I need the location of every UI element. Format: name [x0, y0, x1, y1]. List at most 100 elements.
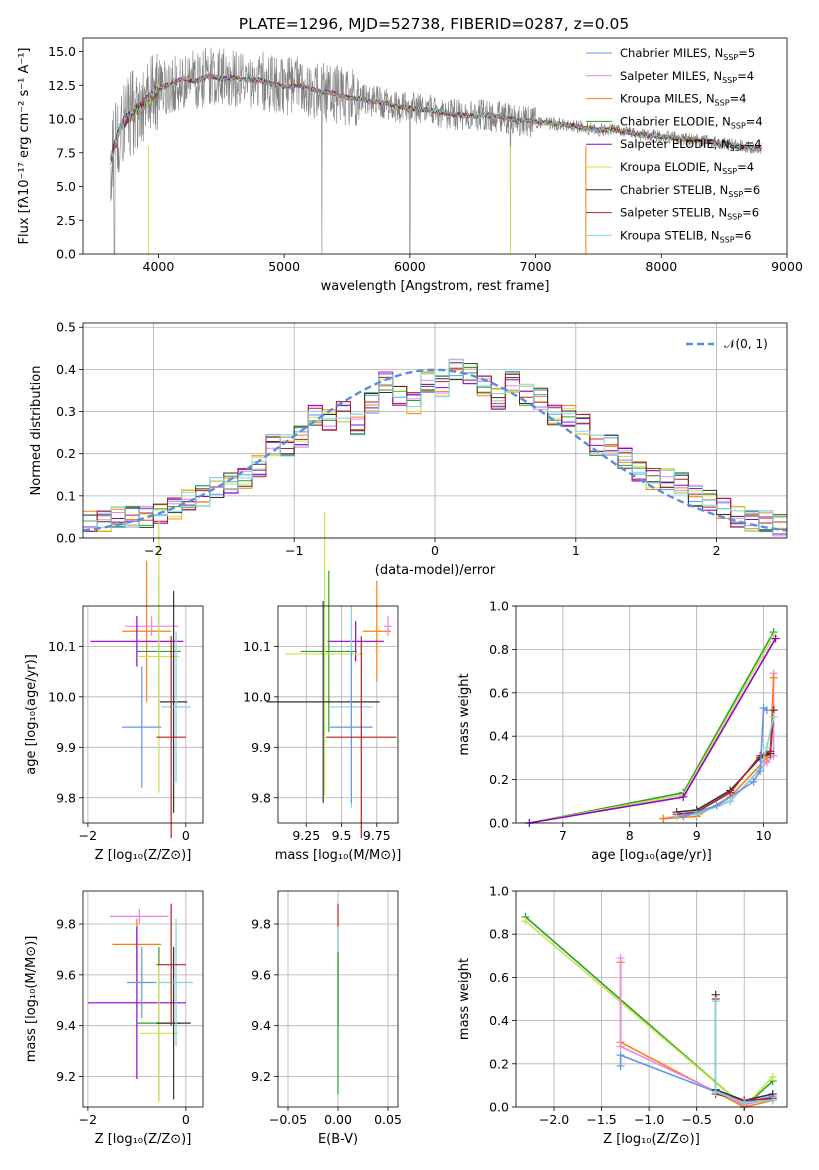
massweight_vs_Z-y-axis-label: mass weight [457, 958, 472, 1040]
spectrum-xtick-label: 4000 [143, 259, 175, 274]
legend-entry-subscript: SSP [720, 235, 735, 244]
legend-entry-count: =4 [737, 69, 754, 83]
residuals-ytick-label: 0.1 [56, 488, 76, 503]
legend-entry-subscript: SSP [723, 53, 738, 62]
spectrum-ytick-label: 7.5 [56, 145, 76, 160]
massweight_vs_age-plot-frame [515, 605, 788, 824]
legend-entry: Chabrier STELIB, NSSP=6 [620, 183, 760, 199]
residuals-xtick-label: 0 [431, 543, 439, 558]
legend-entry-name: Kroupa ELODIE, N [620, 160, 722, 174]
massweight_vs_Z-xtick-label: −2.0 [539, 1112, 569, 1127]
massweight_vs_Z-xtick-label: −1.5 [586, 1112, 616, 1127]
legend-entry-subscript: SSP [728, 190, 743, 199]
age_vs_mass-ytick-label: 9.9 [251, 740, 271, 755]
age_vs_Z-ytick-label: 10.0 [48, 689, 76, 704]
mass-weight-line [529, 638, 777, 824]
mass-weight-marker [756, 766, 765, 775]
massweight_vs_age-xtick-label: 7 [559, 828, 567, 843]
mass-weight-marker [616, 1051, 625, 1060]
spectrum-xtick-label: 7000 [520, 259, 552, 274]
age_vs_mass-x-axis-label: mass [log₁₀(M/M⊙)] [275, 848, 402, 863]
age_vs_mass-xtick-label: 9.5 [332, 828, 352, 843]
mass_vs_ebv-plot-frame [277, 890, 399, 1108]
spectrum-ytick-label: 2.5 [56, 213, 76, 228]
age_vs_mass-ytick-label: 10.0 [243, 689, 271, 704]
mass_vs_ebv-x-axis-label: E(B-V) [318, 1132, 358, 1147]
massweight_vs_age-ytick-label: 0.0 [489, 816, 509, 831]
mass_vs_Z-plot-frame [82, 890, 204, 1108]
mass-weight-marker [769, 632, 778, 641]
legend-entry-name: Salpeter MILES, N [620, 69, 722, 83]
legend-entry-subscript: SSP [715, 99, 730, 108]
legend-entry: Chabrier ELODIE, NSSP=4 [620, 114, 763, 130]
age_vs_Z-y-axis-label: age [log₁₀(age/yr)] [24, 654, 39, 775]
legend-entry: Salpeter STELIB, NSSP=6 [620, 206, 759, 222]
mass-weight-marker [762, 706, 771, 715]
legend-entry-name: Chabrier STELIB, N [620, 183, 728, 197]
massweight_vs_Z-plot-frame [515, 890, 788, 1108]
mass-weight-marker [766, 747, 775, 756]
mass_vs_Z-x-axis-label: Z [log₁₀(Z/Z⊙)] [95, 1132, 192, 1147]
massweight_vs_age-ytick-label: 0.8 [489, 642, 509, 657]
massweight_vs_age-ytick-label: 0.6 [489, 685, 509, 700]
age_vs_Z-ytick-label: 10.1 [48, 639, 76, 654]
spectrum-x-axis-label: wavelength [Angstrom, rest frame] [321, 279, 550, 294]
spectrum-y-axis-label: Flux [fλ10⁻¹⁷ erg cm⁻² s⁻¹ A⁻¹] [17, 48, 32, 245]
massweight_vs_age-ytick-label: 0.2 [489, 772, 509, 787]
massweight_vs_age-xtick-label: 9 [693, 828, 701, 843]
mass_vs_Z-xtick-label: −2 [79, 1112, 97, 1127]
massweight_vs_Z-ytick-label: 0.8 [489, 927, 509, 942]
mass-weight-marker [749, 777, 758, 786]
legend-entry-subscript: SSP [730, 144, 745, 153]
mass_vs_Z-ytick-label: 9.4 [56, 1018, 76, 1033]
legend-entry-count: =6 [735, 228, 752, 242]
legend-entry: Kroupa STELIB, NSSP=6 [620, 228, 751, 244]
residuals-y-axis-label: Normed distribution [29, 366, 44, 496]
legend-entry-subscript: SSP [722, 167, 737, 176]
age_vs_mass-ytick-label: 10.1 [243, 639, 271, 654]
residuals-x-axis-label: (data-model)/error [375, 563, 496, 578]
mass-weight-marker [679, 812, 688, 821]
age_vs_Z-plot-frame [82, 605, 204, 824]
spectrum-xtick-label: 9000 [771, 259, 803, 274]
mass_vs_ebv-ytick-label: 9.6 [251, 967, 271, 982]
mass_vs_Z-xtick-label: 0 [182, 1112, 190, 1127]
residuals-xtick-label: 1 [572, 543, 580, 558]
spectrum-xtick-label: 8000 [645, 259, 677, 274]
spectrum-xtick-label: 6000 [394, 259, 426, 274]
mass-weight-marker [712, 801, 721, 810]
legend-entry-count: =4 [730, 92, 747, 106]
legend-entry-name: Chabrier ELODIE, N [620, 114, 731, 128]
mass_vs_Z-y-axis-label: mass [log₁₀(M/M⊙)] [24, 936, 39, 1063]
massweight_vs_Z-ytick-label: 0.6 [489, 970, 509, 985]
mass_vs_ebv-ytick-label: 9.2 [251, 1069, 271, 1084]
mass_vs_ebv-xtick-label: −0.05 [269, 1112, 307, 1127]
mass_vs_ebv-xtick-label: 0.00 [324, 1112, 352, 1127]
spectrum-ytick-label: 12.5 [48, 78, 76, 93]
legend-entry: Kroupa MILES, NSSP=4 [620, 92, 746, 108]
legend-entry: Kroupa ELODIE, NSSP=4 [620, 160, 754, 176]
mass-weight-marker [521, 917, 530, 926]
spectrum-ytick-label: 15.0 [48, 44, 76, 59]
massweight_vs_Z-xtick-label: −1.0 [634, 1112, 664, 1127]
mass_vs_ebv-ytick-label: 9.8 [251, 917, 271, 932]
data-layer [82, 47, 788, 1111]
mass_vs_ebv-ytick-label: 9.4 [251, 1018, 271, 1033]
residuals-xtick-label: 2 [713, 543, 721, 558]
spectrum-xtick-label: 5000 [268, 259, 300, 274]
grid-layer [83, 323, 787, 1108]
legend-entry: 𝒩(0, 1) [724, 337, 768, 351]
mass-weight-marker [726, 788, 735, 797]
age_vs_mass-xtick-label: 9.25 [292, 828, 320, 843]
massweight_vs_age-xtick-label: 8 [626, 828, 634, 843]
mass-weight-line [714, 1001, 773, 1104]
legend-entry-count: =6 [742, 206, 759, 220]
legend-entry: Salpeter MILES, NSSP=4 [620, 69, 754, 85]
mass-weight-marker [762, 743, 771, 752]
mass-weight-marker [672, 812, 681, 821]
massweight_vs_age-ytick-label: 1.0 [489, 599, 509, 614]
residuals-ytick-label: 0.0 [56, 531, 76, 546]
massweight_vs_age-x-axis-label: age [log₁₀(age/yr)] [591, 848, 712, 863]
massweight_vs_Z-ytick-label: 0.2 [489, 1056, 509, 1071]
